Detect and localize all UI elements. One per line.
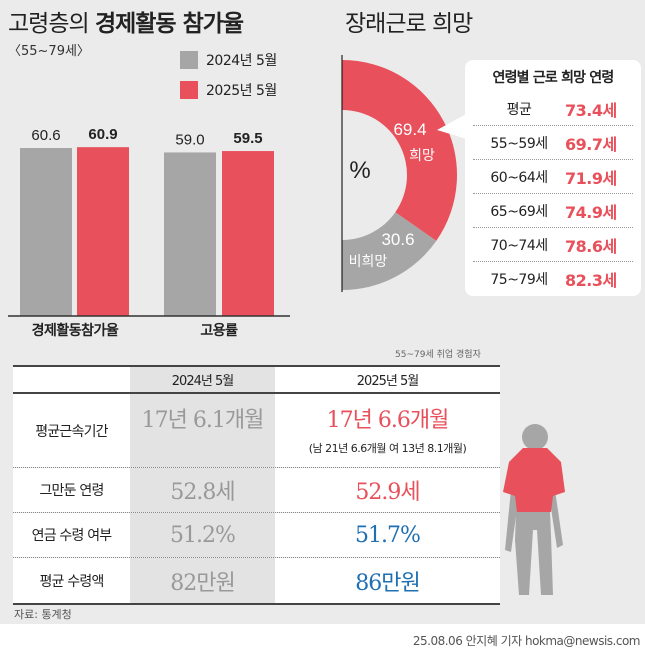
donut-title: 장래근로 희망 — [345, 11, 473, 37]
header-cell: 2025년 5월 — [275, 367, 500, 392]
header-cell — [13, 367, 130, 392]
value-2025: 52.9세 — [355, 480, 420, 505]
subtitle: 〈55~79세〉 — [8, 44, 90, 59]
footer-band — [0, 624, 645, 652]
row-label: 평균 수령액 — [13, 558, 130, 603]
table-row: 평균 수령액 82만원 86만원 — [13, 558, 500, 603]
desired-age: 71.9세 — [565, 168, 617, 188]
donut-label: 비희망 — [349, 253, 388, 269]
donut-chart: 69.4 희망 30.6 비희망% — [341, 55, 470, 292]
value-2024: 17년 6.1개월 — [130, 394, 275, 467]
category-label: 고용률 — [200, 323, 238, 339]
table-row: 그만둔 연령 52.8세 52.9세 — [13, 468, 500, 513]
age-row: 55~59세 69.7세 — [473, 126, 633, 160]
gender-detail: (남 21년 6.6개월 여 13년 8.1개월) — [308, 442, 467, 455]
age-table-box: 연령별 근로 희망 연령 평균 73.4세 55~59세 69.7세 60~64세 71.… — [465, 60, 641, 296]
title-light: 고령층의 — [8, 11, 90, 37]
box-title: 연령별 근로 희망 연령 — [492, 70, 615, 86]
table-header: 2024년 5월 2025년 5월 — [13, 367, 500, 394]
bar — [164, 152, 216, 316]
legend-2025: 2025년 5월 — [180, 80, 277, 100]
title-bold: 경제활동 참가율 — [94, 11, 244, 37]
age-group: 75~79세 — [490, 272, 548, 288]
callout-pointer — [437, 112, 470, 140]
comparison-table: 2024년 5월 2025년 5월 평균근속기간 17년 6.1개월 17년 6.6… — [13, 365, 500, 605]
donut-label: 30.6 — [381, 230, 414, 249]
age-group: 65~69세 — [490, 203, 548, 220]
value-2024: 82만원 — [130, 558, 275, 603]
category-label: 경제활동참가율 — [31, 323, 119, 339]
table-row: 평균근속기간 17년 6.1개월 17년 6.6개월 (남 21년 6.6개월 여 1… — [13, 394, 500, 468]
desired-age: 73.4세 — [565, 100, 617, 120]
age-row: 65~69세 74.9세 — [473, 194, 633, 228]
donut-slice — [342, 60, 458, 241]
donut-label: 69.4 — [393, 120, 426, 139]
age-group: 55~59세 — [490, 135, 548, 152]
chart-title: 고령층의 경제활동 참가율 — [8, 4, 244, 38]
bar-chart: 60.6 60.9 59.0 59.5 — [8, 126, 290, 317]
bar-value-label: 59.0 — [175, 131, 204, 148]
row-label: 평균근속기간 — [13, 394, 130, 467]
age-group: 평균 — [506, 101, 532, 118]
legend-swatch — [180, 81, 198, 99]
legend-swatch — [180, 51, 198, 69]
bar — [77, 147, 129, 316]
desired-age: 74.9세 — [565, 202, 617, 222]
age-group: 70~74세 — [490, 237, 548, 254]
age-row: 75~79세 82.3세 — [473, 262, 633, 296]
value-2024: 52.8세 — [130, 468, 275, 512]
bar-value-label: 60.6 — [31, 127, 60, 144]
value-2025: 17년 6.6개월 — [326, 408, 450, 433]
row-label: 그만둔 연령 — [13, 468, 130, 512]
age-group: 60~64세 — [490, 169, 548, 186]
credit-text: 25.08.06 안지혜 기자 hokma@newsis.com — [412, 634, 641, 648]
value-2025: 86만원 — [355, 570, 420, 596]
row-label: 연금 수령 여부 — [13, 513, 130, 557]
bar — [222, 151, 274, 316]
source-text: 자료: 통계청 — [14, 608, 72, 621]
donut-label: 희망 — [409, 147, 435, 163]
legend-label: 2024년 5월 — [206, 53, 277, 69]
desired-age: 82.3세 — [565, 271, 617, 290]
table-row: 연금 수령 여부 51.2% 51.7% — [13, 513, 500, 558]
age-row: 60~64세 71.9세 — [473, 160, 633, 194]
table-note: 55~79세 취업 경험자 — [395, 350, 481, 360]
header-cell: 2024년 5월 — [130, 367, 275, 392]
bar-value-label: 59.5 — [233, 130, 262, 147]
donut-label: % — [349, 157, 370, 184]
desired-age: 78.6세 — [565, 236, 617, 256]
desired-age: 69.7세 — [565, 134, 617, 154]
value-2025: 51.7% — [355, 522, 421, 548]
bar — [20, 148, 72, 316]
age-row: 평균 73.4세 — [473, 92, 633, 126]
value-2024: 51.2% — [130, 513, 275, 557]
age-row: 70~74세 78.6세 — [473, 228, 633, 262]
person-figure-icon — [503, 424, 565, 595]
bar-value-label: 60.9 — [88, 126, 117, 143]
legend-label: 2025년 5월 — [206, 83, 277, 99]
donut-slice — [342, 212, 437, 290]
legend-2024: 2024년 5월 — [180, 50, 277, 70]
